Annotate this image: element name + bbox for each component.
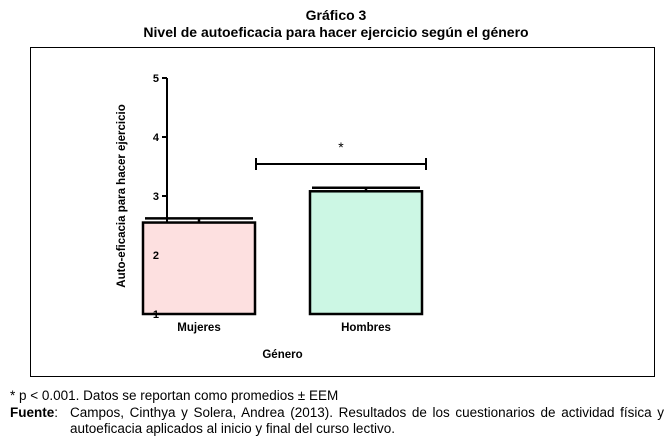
y-tick-label: 5 bbox=[153, 73, 159, 85]
chart-title: Gráfico 3 bbox=[305, 7, 367, 23]
x-category-label: Mujeres bbox=[177, 322, 220, 334]
source-colon: : bbox=[54, 405, 59, 420]
source-text: Campos, Cinthya y Solera, Andrea (2013).… bbox=[70, 405, 664, 436]
x-category-label: Hombres bbox=[341, 322, 391, 334]
x-axis-title: Género bbox=[262, 349, 302, 361]
bar-mujeres bbox=[141, 221, 257, 316]
y-tick-label: 3 bbox=[153, 191, 159, 203]
y-tick-label: 4 bbox=[153, 132, 160, 144]
y-axis-title: Auto-eficacia para hacer ejercicio bbox=[116, 104, 128, 287]
source-label: Fuente bbox=[10, 405, 55, 420]
chart-subtitle: Nivel de autoeficacia para hacer ejercic… bbox=[143, 24, 529, 40]
chart-frame: 1 2 3 4 5 Auto-eficacia para hacer ejercicio M… bbox=[30, 47, 655, 377]
footnote: * p < 0.001. Datos se reportan como prom… bbox=[10, 388, 339, 403]
source-note: Fuente : Campos, Cinthya y Solera, Andre… bbox=[10, 405, 664, 437]
y-tick-label: 2 bbox=[153, 250, 159, 262]
significance-label: * bbox=[338, 139, 344, 155]
y-tick-label: 1 bbox=[153, 309, 159, 321]
bar-chart: 1 2 3 4 5 Auto-eficacia para hacer ejercicio M… bbox=[116, 73, 427, 361]
bar-hombres bbox=[308, 190, 424, 316]
